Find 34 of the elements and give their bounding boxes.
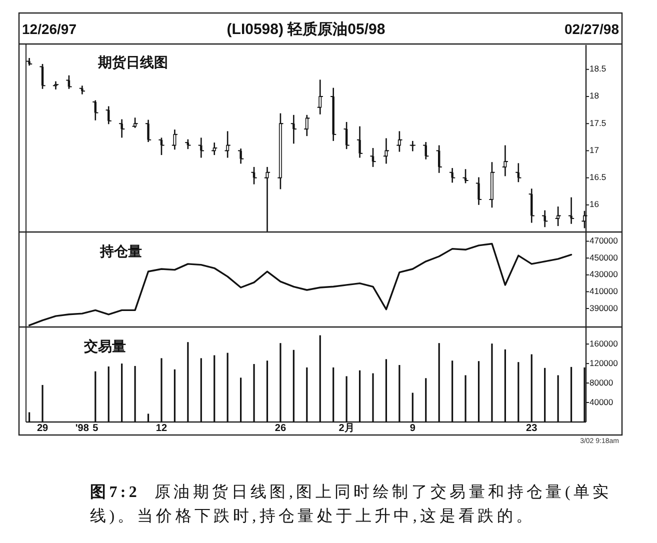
- candlestick: [278, 112, 282, 190]
- candlestick: [173, 128, 176, 150]
- text: 持仓量: [99, 243, 142, 259]
- y-tick-label: 16: [590, 199, 600, 210]
- y-tick-label: 160000: [590, 338, 618, 348]
- candlestick: [318, 79, 322, 116]
- y-tick-label: 18: [590, 90, 600, 101]
- candlestick: [504, 144, 507, 177]
- x-tick-label: 2月: [338, 423, 354, 434]
- x-tick-label: 12: [156, 423, 168, 434]
- y-tick-label: 450000: [590, 252, 618, 262]
- caption: 图7:2 原油期货日线图,图上同时绘制了交易量和持仓量(单实线)。当价格下跌时,持仓量处于上升中,这是看跌的。: [90, 482, 613, 527]
- y-tick-label: 18.5: [590, 64, 606, 74]
- y-tick-label: 80000: [590, 377, 614, 388]
- chart-title: (LI0598) 轻质原油05/98: [226, 21, 386, 38]
- x-tick-label: '98: [75, 423, 90, 434]
- text: 02/27/98: [564, 21, 620, 37]
- y-tick-label: 17: [590, 144, 600, 155]
- text: 交易量: [83, 338, 126, 354]
- y-tick-label: 410000: [590, 286, 618, 296]
- text: 12/26/97: [22, 21, 77, 37]
- y-tick-label: 16.5: [590, 172, 606, 182]
- y-tick-label: 470000: [590, 236, 618, 246]
- y-tick-label: 430000: [590, 269, 618, 280]
- x-tick-label: 5: [92, 423, 99, 434]
- text: 期货日线图: [97, 54, 168, 70]
- x-tick-label: 23: [526, 423, 538, 434]
- y-tick-label: 120000: [590, 358, 618, 368]
- y-tick-label: 40000: [590, 396, 614, 407]
- x-tick-label: 29: [36, 423, 49, 434]
- y-tick-label: 390000: [590, 302, 618, 313]
- y-tick-label: 17.5: [590, 118, 606, 128]
- x-tick-label: 26: [274, 423, 286, 434]
- x-tick-label: 9: [410, 423, 416, 434]
